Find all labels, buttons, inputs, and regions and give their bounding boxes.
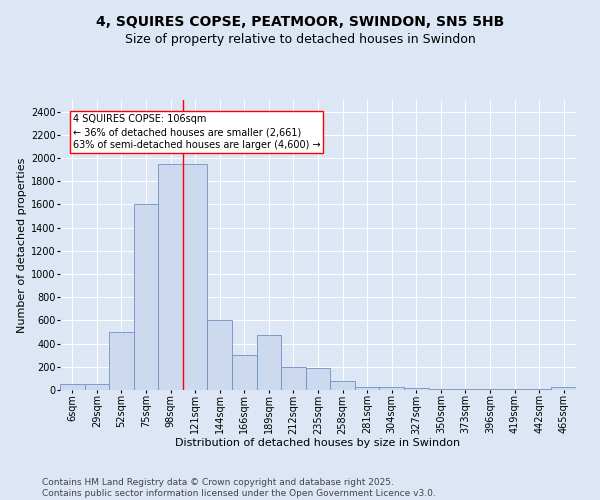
Bar xyxy=(60,384,85,390)
Bar xyxy=(183,164,208,390)
Y-axis label: Number of detached properties: Number of detached properties xyxy=(17,158,27,332)
Text: 4, SQUIRES COPSE, PEATMOOR, SWINDON, SN5 5HB: 4, SQUIRES COPSE, PEATMOOR, SWINDON, SN5… xyxy=(96,15,504,29)
Bar xyxy=(281,367,306,390)
Bar xyxy=(428,389,453,390)
Bar xyxy=(208,320,232,390)
Bar xyxy=(306,368,330,390)
Bar xyxy=(232,355,257,390)
Text: Contains HM Land Registry data © Crown copyright and database right 2025.
Contai: Contains HM Land Registry data © Crown c… xyxy=(42,478,436,498)
Bar xyxy=(134,204,158,390)
Bar xyxy=(257,336,281,390)
Text: 4 SQUIRES COPSE: 106sqm
← 36% of detached houses are smaller (2,661)
63% of semi: 4 SQUIRES COPSE: 106sqm ← 36% of detache… xyxy=(73,114,320,150)
Bar xyxy=(85,384,109,390)
Bar xyxy=(109,332,134,390)
Bar xyxy=(379,386,404,390)
Bar xyxy=(158,164,183,390)
Text: Size of property relative to detached houses in Swindon: Size of property relative to detached ho… xyxy=(125,32,475,46)
Bar xyxy=(330,382,355,390)
Bar xyxy=(404,388,428,390)
Bar xyxy=(355,386,379,390)
Bar xyxy=(551,386,576,390)
X-axis label: Distribution of detached houses by size in Swindon: Distribution of detached houses by size … xyxy=(175,438,461,448)
